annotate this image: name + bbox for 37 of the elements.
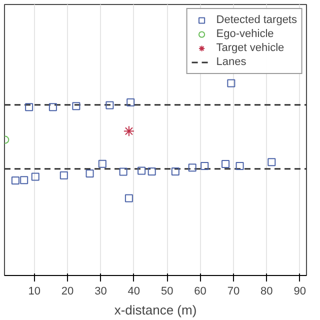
point [20,176,28,184]
point [138,166,146,175]
point [124,194,133,202]
legend-label: Ego-vehicle [216,27,274,41]
x-tick-label: 40 [128,286,140,298]
point [119,168,128,176]
legend-label: Lanes [216,55,246,69]
point [236,162,244,170]
point [227,79,236,88]
x-tick-label: 70 [227,286,240,298]
point [31,172,40,181]
point [123,126,134,137]
x-tick-label: 20 [61,286,74,298]
point [11,176,20,185]
x-axis-title: x-distance (m) [114,302,197,318]
point [48,103,57,112]
point [188,164,196,172]
point [60,171,68,180]
point [148,168,156,176]
point [72,102,80,110]
point [200,162,209,170]
point [222,160,230,168]
legend-label: Target vehicle [216,41,284,55]
x-tick-label: 60 [194,286,206,298]
x-tick-label: 50 [161,286,174,298]
point [98,160,106,168]
point [86,169,94,178]
point [268,158,276,166]
x-tick-label: 80 [260,286,273,298]
point [171,168,180,176]
point [106,101,114,110]
x-tick-label: 90 [294,286,306,298]
legend-label: Detected targets [216,13,297,27]
x-tick-label: 10 [28,286,40,298]
point [25,103,34,112]
x-tick-label: 30 [94,286,107,298]
point [126,98,135,106]
